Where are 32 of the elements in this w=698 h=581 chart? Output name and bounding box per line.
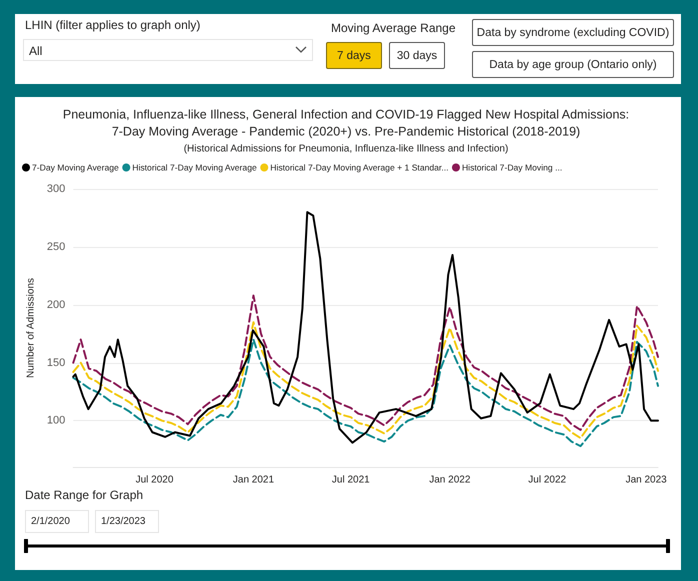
y-axis-title: Number of Admissions — [26, 278, 36, 378]
x-tick-label: Jan 2023 — [626, 474, 668, 486]
line-series — [72, 294, 659, 431]
x-tick-label: Jul 2021 — [332, 474, 370, 486]
line-series — [72, 321, 659, 440]
text: 7 days — [326, 42, 382, 69]
chart-title: Pneumonia, Influenza-like Illness, General Infection and COVID-19 Flagged New Hospital Admissions: 7-Day Moving Average - Pandemic (2020+) vs. Pre-Pandemic Historical (2018-2019) — [62, 108, 630, 138]
text: All — [23, 39, 313, 61]
y-tick-label: 250 — [46, 240, 66, 253]
text: Moving Average Range — [331, 21, 456, 35]
x-tick-label: Jan 2022 — [429, 474, 471, 486]
legend-label: 7-Day Moving Average — [32, 162, 119, 172]
legend-label: Historical 7-Day Moving Average + 1 Standar... — [270, 162, 448, 172]
y-tick-label: 100 — [46, 414, 66, 427]
chart-subtitle: (Historical Admissions for Pneumonia, Influenza-like Illness and Infection) — [184, 144, 508, 154]
x-tick-label: Jul 2020 — [136, 474, 174, 486]
text: Date Range for Graph — [25, 488, 144, 502]
x-tick-label: Jan 2021 — [232, 474, 274, 486]
legend-label: Historical 7-Day Moving ... — [462, 162, 562, 172]
legend-label: Historical 7-Day Moving Average — [132, 162, 257, 172]
y-tick-label: 200 — [46, 298, 66, 311]
line-series — [72, 338, 659, 448]
x-tick-label: Jul 2022 — [528, 474, 567, 486]
text: 30 days — [389, 42, 445, 69]
text: Data by age group (Ontario only) — [472, 51, 674, 78]
y-tick-label: 150 — [46, 356, 66, 369]
text: 2/1/2020 — [25, 510, 89, 533]
text: Data by syndrome (excluding COVID) — [472, 19, 674, 46]
line-series — [72, 211, 659, 444]
text: LHIN (filter applies to graph only) — [25, 18, 200, 32]
text: 1/23/2023 — [95, 510, 159, 533]
y-tick-label: 300 — [46, 183, 66, 195]
